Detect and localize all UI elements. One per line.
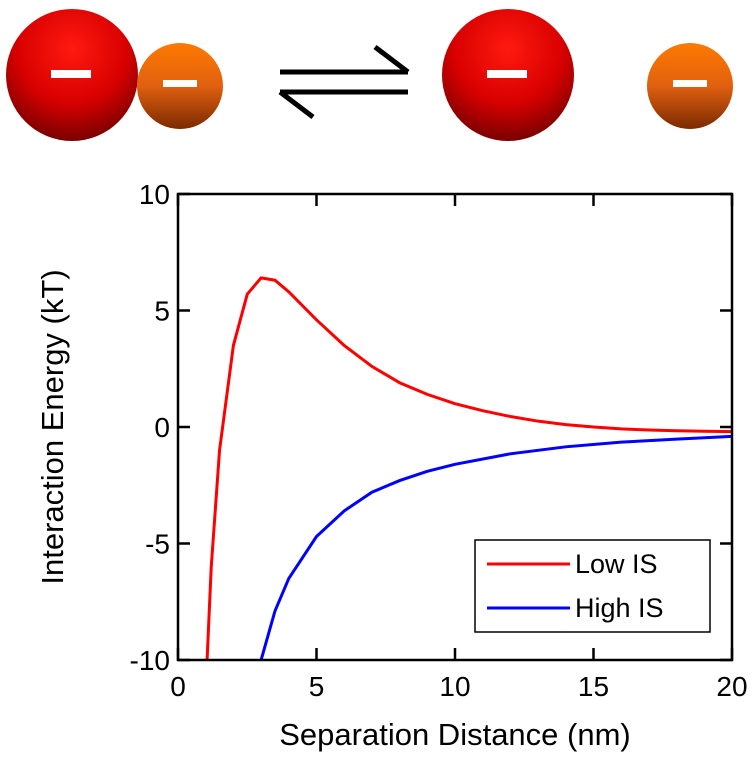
plot: 0 5 10 15 20 -10 -5 0 5 10 Separation Distance (nm… [35, 179, 748, 752]
y-tick-label: 10 [139, 179, 170, 210]
legend-label: High IS [575, 593, 664, 623]
data-line [205, 276, 732, 660]
minus-sign [487, 70, 527, 78]
minus-sign [163, 80, 197, 87]
legend-box [474, 539, 711, 633]
x-axis-label: Separation Distance (nm) [279, 717, 631, 752]
data-line [259, 434, 732, 660]
schematic [6, 9, 733, 141]
minus-sign [51, 70, 91, 78]
legend-label: Low IS [575, 549, 658, 579]
x-tick-label: 5 [309, 671, 325, 702]
x-tick-label: 10 [439, 671, 470, 702]
equilibrium-arrows [278, 45, 410, 119]
y-tick-label: -5 [145, 529, 170, 560]
y-tick-label: -10 [130, 645, 170, 676]
x-tick-label: 15 [578, 671, 609, 702]
minus-sign [673, 80, 707, 87]
y-tick-label: 5 [154, 296, 170, 327]
y-tick-label: 0 [154, 412, 170, 443]
x-tick-label: 20 [716, 671, 747, 702]
x-tick-label: 0 [170, 671, 186, 702]
y-axis-label: Interaction Energy (kT) [35, 269, 70, 584]
